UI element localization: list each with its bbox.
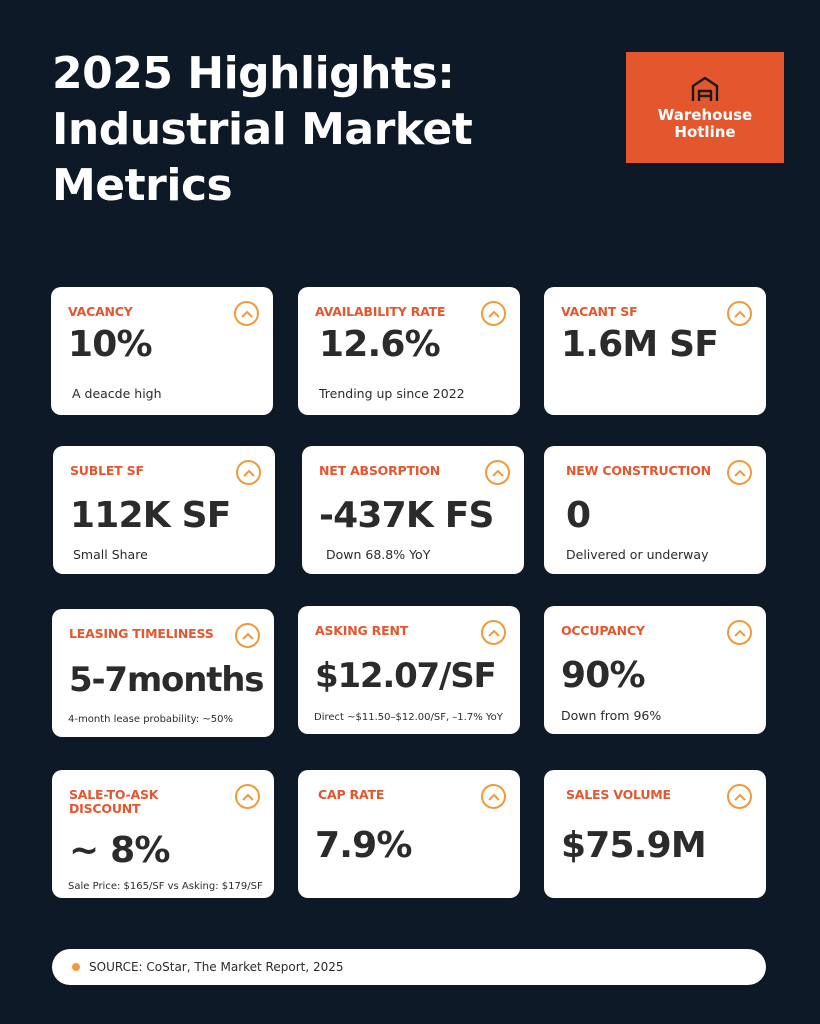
source-footer: SOURCE: CoStar, The Market Report, 2025 (52, 949, 766, 985)
metric-subtext: Direct ~$11.50–$12.00/SF, –1.7% YoY (314, 712, 503, 723)
metric-label: SALE-TO-ASK DISCOUNT (69, 787, 159, 816)
brand-logo: Warehouse Hotline (626, 52, 784, 163)
metric-value: 1.6M SF (561, 324, 719, 365)
metric-label: NET ABSORPTION (319, 463, 440, 478)
metric-value: -437K FS (319, 495, 494, 536)
metric-value: 7.9% (315, 825, 412, 866)
metric-subtext: Trending up since 2022 (319, 386, 465, 401)
chevron-up-icon[interactable] (236, 460, 261, 485)
metric-label: OCCUPANCY (561, 623, 645, 638)
metric-card-leasing-timeliness: LEASING TIMELINESS 5-7months 4-month lea… (52, 609, 274, 737)
metric-value: 0 (566, 495, 591, 536)
metric-label: ASKING RENT (315, 623, 409, 638)
metric-card-sales-volume: SALES VOLUME $75.9M (544, 770, 766, 898)
metric-label: LEASING TIMELINESS (69, 626, 214, 641)
chevron-up-icon[interactable] (727, 620, 752, 645)
metric-card-cap-rate: CAP RATE 7.9% (298, 770, 520, 898)
chevron-up-icon[interactable] (727, 460, 752, 485)
logo-text: Warehouse Hotline (657, 105, 753, 141)
metric-card-sublet-sf: SUBLET SF 112K SF Small Share (53, 446, 275, 574)
metric-value: 90% (561, 655, 646, 696)
metric-value: 112K SF (70, 495, 231, 536)
chevron-up-icon[interactable] (727, 301, 752, 326)
metric-subtext: 4-month lease probability: ~50% (68, 714, 233, 725)
metric-label: VACANCY (68, 304, 133, 319)
chevron-up-icon[interactable] (481, 784, 506, 809)
metric-subtext: Sale Price: $165/SF vs Asking: $179/SF (68, 881, 263, 892)
metric-card-sale-to-ask-discount: SALE-TO-ASK DISCOUNT ~ 8% Sale Price: $1… (52, 770, 274, 898)
metric-value: 10% (68, 324, 153, 365)
metric-card-net-absorption: NET ABSORPTION -437K FS Down 68.8% YoY (302, 446, 524, 574)
metric-label: SALES VOLUME (566, 787, 671, 802)
page-title: 2025 Highlights: Industrial Market Metri… (52, 48, 473, 211)
metric-value: 12.6% (319, 324, 441, 365)
metric-value: 5-7months (69, 660, 265, 700)
metric-card-vacancy: VACANCY 10% A deacde high (51, 287, 273, 415)
chevron-up-icon[interactable] (481, 301, 506, 326)
chevron-up-icon[interactable] (235, 623, 260, 648)
metric-subtext: Down 68.8% YoY (326, 547, 431, 562)
source-text: SOURCE: CoStar, The Market Report, 2025 (89, 960, 344, 974)
metric-subtext: A deacde high (72, 386, 162, 401)
chevron-up-icon[interactable] (485, 460, 510, 485)
metric-card-availability-rate: AVAILABILITY RATE 12.6% Trending up sinc… (298, 287, 520, 415)
metric-subtext: Small Share (73, 547, 148, 562)
metric-value: $12.07/SF (315, 656, 497, 696)
metric-label: CAP RATE (318, 787, 385, 802)
metric-label: AVAILABILITY RATE (315, 304, 446, 319)
metric-label: VACANT SF (561, 304, 638, 319)
metric-card-asking-rent: ASKING RENT $12.07/SF Direct ~$11.50–$12… (298, 606, 520, 734)
metric-label: NEW CONSTRUCTION (566, 463, 711, 478)
metric-card-vacant-sf: VACANT SF 1.6M SF (544, 287, 766, 415)
chevron-up-icon[interactable] (235, 784, 260, 809)
chevron-up-icon[interactable] (234, 301, 259, 326)
metric-label: SUBLET SF (70, 463, 144, 478)
metric-subtext: Delivered or underway (566, 547, 709, 562)
metric-card-new-construction: NEW CONSTRUCTION 0 Delivered or underway (544, 446, 766, 574)
chevron-up-icon[interactable] (481, 620, 506, 645)
metric-value: ~ 8% (69, 830, 170, 871)
bullet-dot-icon (72, 963, 80, 971)
metric-value: $75.9M (561, 825, 707, 866)
metric-card-occupancy: OCCUPANCY 90% Down from 96% (544, 606, 766, 734)
chevron-up-icon[interactable] (727, 784, 752, 809)
warehouse-icon (691, 76, 719, 101)
metric-subtext: Down from 96% (561, 708, 662, 723)
